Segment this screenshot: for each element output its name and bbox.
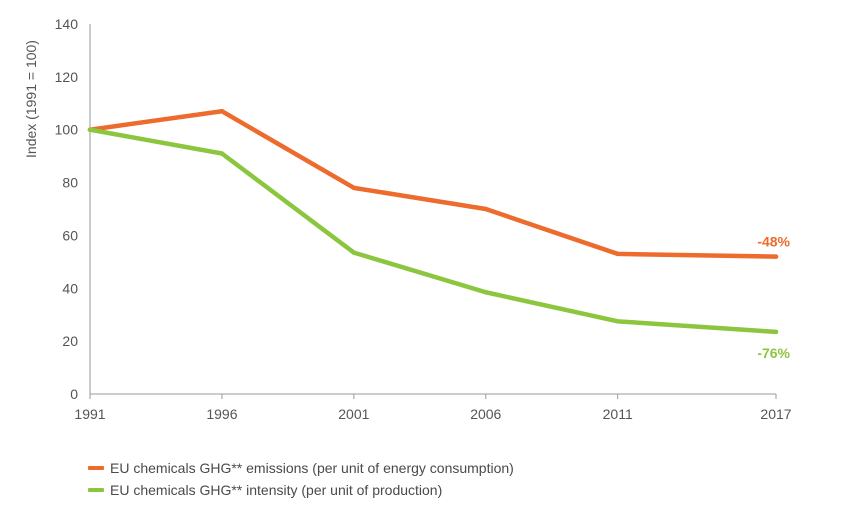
legend-swatch-intensity <box>88 488 104 492</box>
end-label-1: -76% <box>757 345 790 361</box>
data-point <box>351 185 357 191</box>
x-tick-label: 2006 <box>470 406 501 422</box>
legend-item-emissions: EU chemicals GHG** emissions (per unit o… <box>88 457 514 479</box>
legend-swatch-emissions <box>88 466 104 470</box>
x-tick-label: 2001 <box>338 406 369 422</box>
y-tick-label: 140 <box>55 16 79 32</box>
end-labels: -48% -76% <box>757 234 790 361</box>
y-axis-ticks: 0 20 40 60 80 100 120 140 <box>55 16 79 402</box>
data-point <box>773 254 779 259</box>
y-axis-label: Index (1991 = 100) <box>23 40 39 158</box>
data-point <box>219 151 225 156</box>
y-tick-label: 100 <box>55 122 79 138</box>
y-tick-label: 60 <box>62 227 78 243</box>
data-point <box>87 127 93 132</box>
data-point <box>773 329 779 335</box>
end-label-0: -48% <box>757 234 790 250</box>
y-tick-label: 20 <box>62 333 78 349</box>
y-tick-label: 0 <box>70 386 78 402</box>
legend-item-intensity: EU chemicals GHG** intensity (per unit o… <box>88 479 514 501</box>
data-point <box>615 319 620 324</box>
series-lines <box>87 108 779 335</box>
y-tick-label: 80 <box>62 175 78 191</box>
x-axis-ticks: 1991 1996 2001 2006 2011 2017 <box>74 394 792 422</box>
x-tick-label: 1996 <box>206 406 237 422</box>
data-point <box>483 206 488 212</box>
x-tick-label: 1991 <box>74 406 105 422</box>
data-point <box>615 251 620 257</box>
data-point <box>483 290 488 295</box>
data-point <box>219 109 225 114</box>
y-tick-label: 120 <box>55 69 79 85</box>
x-tick-label: 2017 <box>760 406 791 422</box>
series-line-1 <box>87 127 779 335</box>
x-tick-label: 2011 <box>603 406 633 422</box>
legend-label-intensity: EU chemicals GHG** intensity (per unit o… <box>110 482 443 498</box>
legend-label-emissions: EU chemicals GHG** emissions (per unit o… <box>110 460 514 476</box>
y-tick-label: 40 <box>62 280 78 296</box>
data-point <box>351 250 357 255</box>
series-line-0 <box>87 108 779 259</box>
legend: EU chemicals GHG** emissions (per unit o… <box>88 457 514 501</box>
